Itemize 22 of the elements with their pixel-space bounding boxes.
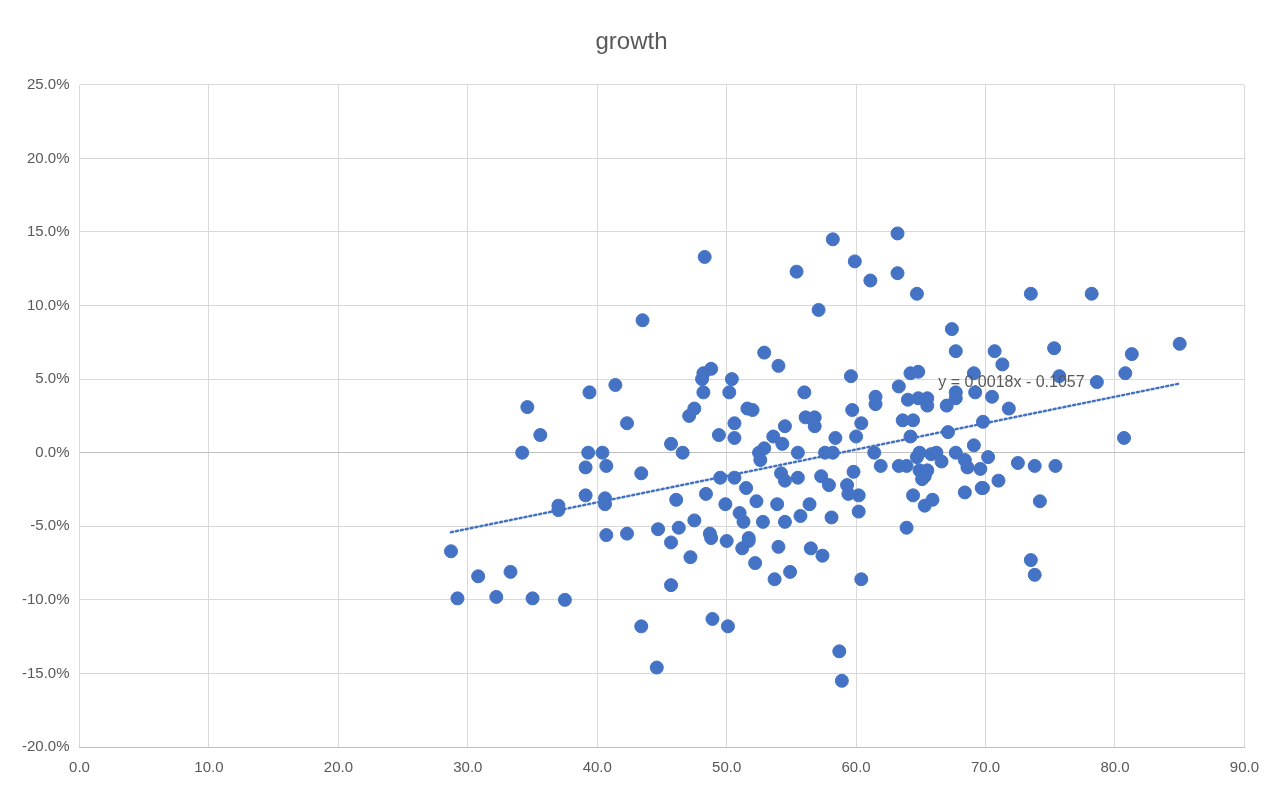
- x-tick-label: 80.0: [1100, 758, 1130, 776]
- chart-title: growth: [595, 27, 668, 55]
- x-tick-label: 50.0: [712, 758, 742, 776]
- y-tick-label: 15.0%: [26, 222, 70, 240]
- x-tick-label: 70.0: [970, 758, 1001, 776]
- x-tick-label: 30.0: [453, 758, 483, 776]
- annotation: y = 0.0018x - 0.1057: [938, 373, 1085, 391]
- y-tick-label: 5.0%: [35, 369, 70, 387]
- x-tick-label: 90.0: [1229, 758, 1259, 776]
- x-tick-label: 40.0: [582, 758, 612, 776]
- y-tick-label: -5.0%: [30, 516, 70, 534]
- y-tick-label: 25.0%: [26, 74, 70, 92]
- y-tick-label: -20.0%: [22, 737, 70, 755]
- y-tick-label: -15.0%: [22, 663, 70, 681]
- x-tick-label: 60.0: [841, 758, 871, 776]
- x-tick-label: 10.0: [194, 758, 224, 776]
- y-tick-label: 20.0%: [26, 148, 70, 166]
- y-tick-label: 0.0%: [35, 442, 70, 460]
- y-tick-label: 10.0%: [26, 295, 70, 313]
- x-tick-label: 20.0: [323, 758, 353, 776]
- y-tick-label: -10.0%: [22, 589, 70, 607]
- x-tick-label: 0.0: [69, 758, 90, 776]
